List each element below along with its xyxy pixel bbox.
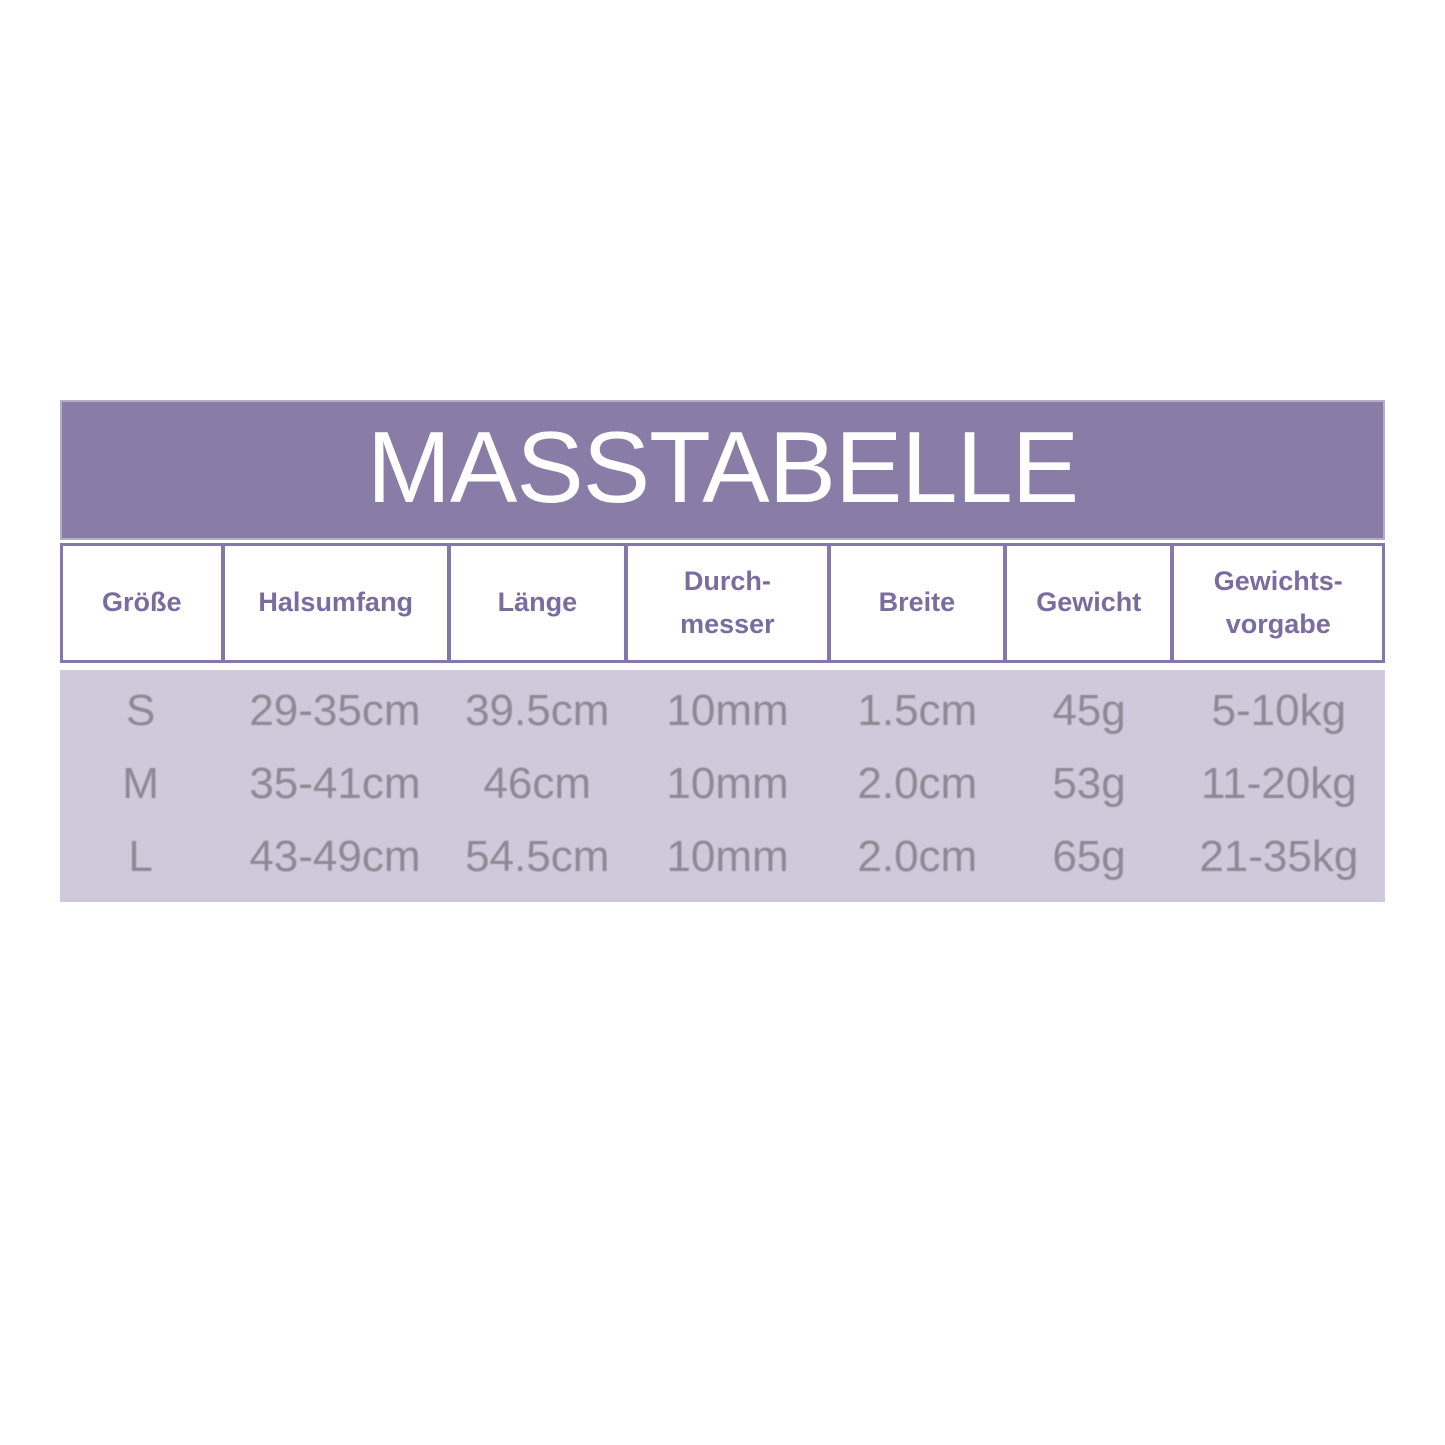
size-row-l: L 43-49cm 54.5cm 10mm 2.0cm 65g 21-35kg [60,820,1385,893]
header-cell-gewicht: Gewicht [1007,546,1171,660]
cell-laenge: 54.5cm [465,831,610,881]
chart-title: MASSTABELLE [366,411,1079,524]
cell-breite: 2.0cm [857,758,978,808]
header-cell-durchmesser: Durch- messer [628,546,827,660]
cell-halsumfang: 29-35cm [249,685,421,735]
cell-gewicht: 45g [1052,685,1126,735]
header-cell-breite: Breite [830,546,1004,660]
cell-laenge: 46cm [483,758,591,808]
cell-breite: 1.5cm [857,685,978,735]
cell-durchmesser: 10mm [666,758,789,808]
cell-gewicht: 65g [1052,831,1126,881]
table-body: S 29-35cm 39.5cm 10mm 1.5cm 45g 5-10kg M… [60,670,1385,902]
table-header-row: Größe Halsumfang Länge Durch- messer Bre… [60,543,1385,663]
title-banner: MASSTABELLE [60,400,1385,540]
cell-breite: 2.0cm [857,831,978,881]
cell-size: S [125,685,156,735]
cell-gewichtsvorgabe: 5-10kg [1211,685,1347,735]
cell-halsumfang: 43-49cm [249,831,421,881]
cell-laenge: 39.5cm [465,685,610,735]
size-row-s: S 29-35cm 39.5cm 10mm 1.5cm 45g 5-10kg [60,674,1385,747]
cell-size: M [122,758,159,808]
cell-gewichtsvorgabe: 11-20kg [1200,758,1357,808]
cell-gewichtsvorgabe: 21-35kg [1199,831,1359,881]
cell-size: L [128,831,153,881]
header-cell-laenge: Länge [450,546,625,660]
cell-halsumfang: 35-41cm [249,758,421,808]
header-cell-gewichtsvorgabe: Gewichts- vorgabe [1174,546,1382,660]
size-row-m: M 35-41cm 46cm 10mm 2.0cm 53g 11-20kg [60,747,1385,820]
header-cell-groesse: Größe [63,546,221,660]
cell-durchmesser: 10mm [666,685,789,735]
cell-gewicht: 53g [1052,758,1126,808]
header-cell-halsumfang: Halsumfang [224,546,447,660]
cell-durchmesser: 10mm [666,831,789,881]
